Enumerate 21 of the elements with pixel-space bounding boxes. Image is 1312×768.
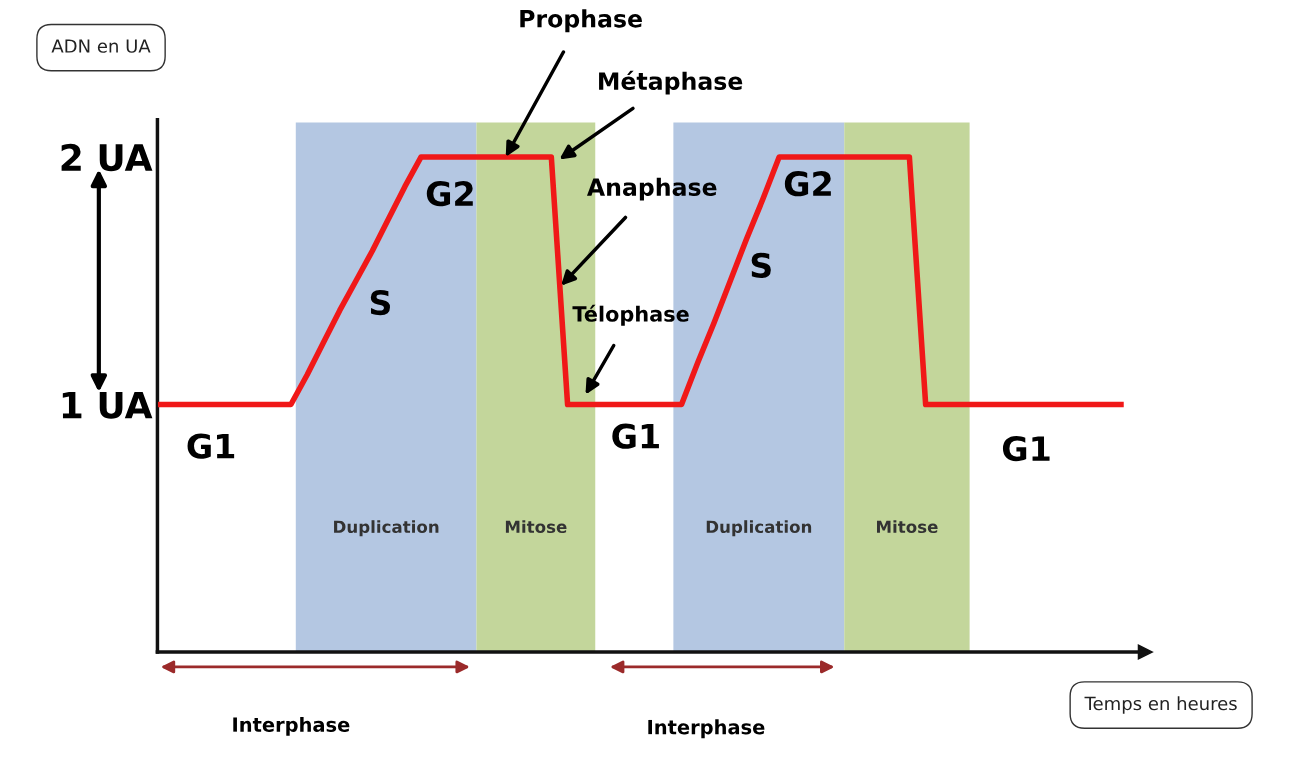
annotation: Télophase bbox=[572, 304, 689, 326]
y-tick-label: 2 UA bbox=[61, 143, 153, 172]
annotation: G1 bbox=[187, 433, 235, 459]
annotation: S bbox=[370, 289, 390, 316]
y-tick-label: 1 UA bbox=[62, 391, 153, 419]
annotation: Mitose bbox=[505, 520, 567, 534]
annotation: G1 bbox=[612, 423, 659, 449]
annotation: Mitose bbox=[877, 520, 938, 534]
annotation: G2 bbox=[784, 171, 831, 197]
text: Prophase bbox=[520, 9, 642, 33]
annotation: G1 bbox=[1002, 435, 1050, 462]
text: Interphase bbox=[233, 716, 350, 736]
text: Interphase bbox=[648, 719, 765, 739]
annotation: G2 bbox=[426, 181, 473, 207]
annotation: S bbox=[751, 252, 771, 279]
annotation: Duplication bbox=[706, 520, 812, 537]
y-axis-title: ADN en UA bbox=[51, 39, 151, 53]
x-axis-title: Temps en heures bbox=[1084, 696, 1237, 714]
annotation: Duplication bbox=[334, 520, 439, 537]
text: Métaphase bbox=[599, 70, 743, 95]
annotation: Anaphase bbox=[586, 177, 717, 201]
